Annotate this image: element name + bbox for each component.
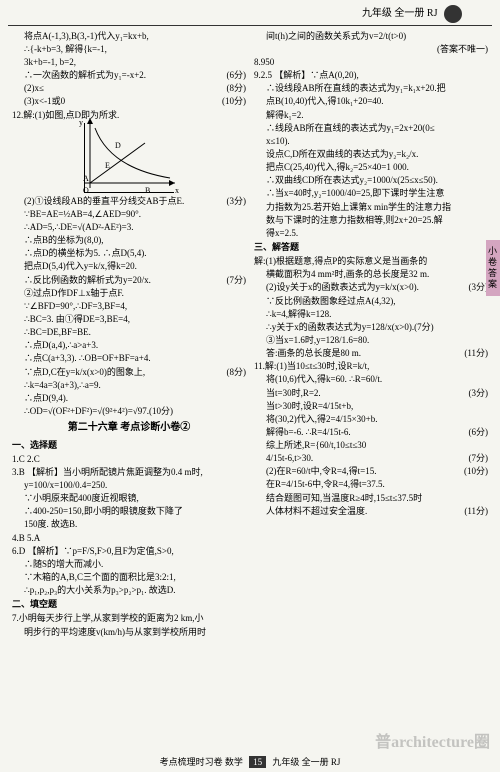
text-line: 力指数为25.若开始上课第x min学生的注意力指: [254, 201, 488, 213]
text-line: ∵反比例函数图象经过点A(4,32),: [254, 295, 488, 307]
text-line: 当t>30时,设R=4/15t+b,: [254, 400, 488, 412]
text-line: ∴AD=5,∴DE=√(AD²-AE²)=3.: [12, 221, 246, 233]
text-line: 答:画条的总长度是80 m.(11分): [254, 347, 488, 359]
text-line: ∴双曲线CD所在表达式y₂=1000/x(25≤x≤50).: [254, 174, 488, 186]
left-column: 将点A(-1,3),B(3,-1)代入y₁=kx+b,∴{-k+b=3, 解得{…: [8, 30, 250, 639]
text-line: 150度. 故选B.: [12, 518, 246, 530]
text-line: 4/15t-6,t>30.(7分): [254, 452, 488, 464]
text-line: 一、选择题: [12, 439, 246, 451]
right-column: 间t(h)之间的函数关系式为v=2/t(t>0)(答案不唯一)8.9509.2.…: [250, 30, 492, 639]
text-line: 3.B 【解析】当小明所配镜片焦距调整为0.4 m时,: [12, 466, 246, 478]
text-line: ∵小明原来配400度近视眼镜,: [12, 492, 246, 504]
text-line: ∴点C(a+3,3). ∴OB=OF+BF=a+4.: [12, 352, 246, 364]
text-line: ∵∠BFD=90°,∴DF=3,BF=4,: [12, 300, 246, 312]
text-line: 1.C 2.C: [12, 453, 246, 465]
text-line: ∴点D(a,4),∴a>a+3.: [12, 339, 246, 351]
text-line: 8.950: [254, 56, 488, 68]
text-line: 三、解答题: [254, 241, 488, 253]
text-line: 设点C,D所在双曲线的表达式为y₂=k₂/x.: [254, 148, 488, 160]
svg-text:O: O: [83, 186, 89, 195]
text-line: 将(10,6)代入,得k=60. ∴R=60/t.: [254, 373, 488, 385]
header-badge-icon: [444, 5, 462, 23]
footer-right: 九年级 全一册 RJ: [272, 757, 340, 767]
svg-text:x: x: [175, 186, 179, 195]
footer-page-number: 15: [249, 756, 266, 768]
text-line: 点B(10,40)代入,得10k₁+20=40.: [254, 95, 488, 107]
text-line: 解:(1)根据题意,得点P的实际意义是当画条的: [254, 255, 488, 267]
svg-text:y: y: [79, 118, 83, 127]
text-line: 二、填空题: [12, 598, 246, 610]
text-line: 把点C(25,40)代入,得k₂=25×40=1 000.: [254, 161, 488, 173]
text-line: ∵点D,C在y=k/x(x>0)的图象上,: [12, 366, 246, 378]
text-line: 明步行的平均速度v(km/h)与从家到学校所用时: [12, 626, 246, 638]
text-line: ∴一次函数的解析式为y₁=-x+2.(6分): [12, 69, 246, 81]
text-line: ③当x=1.6时,y=128/1.6=80.: [254, 334, 488, 346]
text-line: 11.解:(1)当10≤t≤30时,设R=k/t,: [254, 360, 488, 372]
text-line: ∴点D(9,4).: [12, 392, 246, 404]
text-line: 4.B 5.A: [12, 532, 246, 544]
watermark: 普architecture圈: [375, 728, 490, 752]
text-line: 人体材料不超过安全温度.(11分): [254, 505, 488, 517]
page-content: 将点A(-1,3),B(3,-1)代入y₁=kx+b,∴{-k+b=3, 解得{…: [0, 26, 500, 639]
text-line: 数与下课时的注意力指数相等,则2x+20=25.解: [254, 214, 488, 226]
text-line: ②过点D作DF⊥x轴于点F.: [12, 287, 246, 299]
text-line: 7.小明每天步行上学,从家到学校的距离为2 km,小: [12, 612, 246, 624]
text-line: 3k+b=-1, b=2,: [12, 56, 246, 68]
text-line: ∴400-250=150,即小明的眼镜度数下降了: [12, 505, 246, 517]
header-text: 九年级 全一册 RJ: [362, 8, 438, 19]
text-line: 将点A(-1,3),B(3,-1)代入y₁=kx+b,: [12, 30, 246, 42]
text-line: ∴线段AB所在直线的表达式为y₁=2x+20(0≤: [254, 122, 488, 134]
text-line: (答案不唯一): [254, 43, 488, 55]
text-line: ∴BC=DE,BF=BE.: [12, 326, 246, 338]
text-line: 综上所述,R={60/t,10≤t≤30: [254, 439, 488, 451]
svg-text:A: A: [83, 174, 89, 183]
text-line: ∴当x=40时,y₂=1000/40=25,即下课时学生注意: [254, 187, 488, 199]
text-line: 把点D(5,4)代入y=k/x,得k=20.: [12, 260, 246, 272]
text-line: 得x=2.5.: [254, 227, 488, 239]
text-line: (2)在R=60/t中,令R=4,得t=15.(10分): [254, 465, 488, 477]
text-line: ∴BC=3. 由①得DE=3,BE=4,: [12, 313, 246, 325]
text-line: 第二十六章 考点诊断小卷②: [12, 421, 246, 435]
text-line: (3)x<-1或0(10分): [12, 95, 246, 107]
text-line: ∴随S的增大而减小.: [12, 558, 246, 570]
text-line: 将(30,2)代入,得2=4/15×30+b.: [254, 413, 488, 425]
page-header: 九年级 全一册 RJ: [8, 0, 492, 26]
text-line: 解得b=-6. ∴R=4/15t-6.(6分): [254, 426, 488, 438]
svg-text:E: E: [105, 161, 110, 170]
text-line: ∴k=4,解得k=128.: [254, 308, 488, 320]
text-line: 9.2.5 【解析】∵点A(0,20),: [254, 69, 488, 81]
text-line: (2)设y关于x的函数表达式为y=k/x(x>0).: [254, 281, 488, 293]
footer-left: 考点梳理时习卷 数学: [160, 757, 243, 767]
text-line: ∵木箱的A,B,C三个面的面积比是3:2:1,: [12, 571, 246, 583]
text-line: y=100/x=100/0.4=250.: [12, 479, 246, 491]
text-line: ∴设线段AB所在直线的表达式为y₁=k₁x+20.把: [254, 82, 488, 94]
text-line: ∴OD=√(OF²+DF²)=√(9²+4²)=√97.(10分): [12, 405, 246, 417]
solution-graph: yDEAOBx: [84, 123, 174, 193]
text-line: x≤10).: [254, 135, 488, 147]
text-line: 6.D 【解析】∵p=F/S,F>0,且F为定值,S>0,: [12, 545, 246, 557]
text-line: ∴反比例函数的解析式为y=20/x.(7分): [12, 274, 246, 286]
text-line: ∴k=4a=3(a+3),∴a=9.: [12, 379, 246, 391]
svg-text:B: B: [145, 186, 150, 195]
text-line: 解得k₁=2.: [254, 109, 488, 121]
text-line: ∴点B的坐标为(8,0),: [12, 234, 246, 246]
text-line: (2)x≤(8分): [12, 82, 246, 94]
page-footer: 考点梳理时习卷 数学 15 九年级 全一册 RJ: [0, 755, 500, 768]
text-line: 当t=30时,R=2.(3分): [254, 387, 488, 399]
text-line: 横截面积为4 mm²时,画条的总长度是32 m.: [254, 268, 488, 280]
svg-text:D: D: [115, 141, 121, 150]
text-line: ∴{-k+b=3, 解得{k=-1,: [12, 43, 246, 55]
text-line: 在R=4/15t-6中,令R=4,得t=37.5.: [254, 478, 488, 490]
text-line: ∵BE=AE=½AB=4,∠AED=90°.: [12, 208, 246, 220]
text-line: 间t(h)之间的函数关系式为v=2/t(t>0): [254, 30, 488, 42]
text-line: 结合题图可知,当温度R≥4时,15≤t≤37.5时: [254, 492, 488, 504]
text-line: ∴y关于x的函数表达式为y=128/x(x>0).(7分): [254, 321, 488, 333]
side-tab: 小卷答案: [486, 240, 500, 296]
text-line: ∴点D的横坐标为5. ∴点D(5,4).: [12, 247, 246, 259]
text-line: ∴p₁,p₂,p₃的大小关系为p₃>p₂>p₁. 故选D.: [12, 584, 246, 596]
